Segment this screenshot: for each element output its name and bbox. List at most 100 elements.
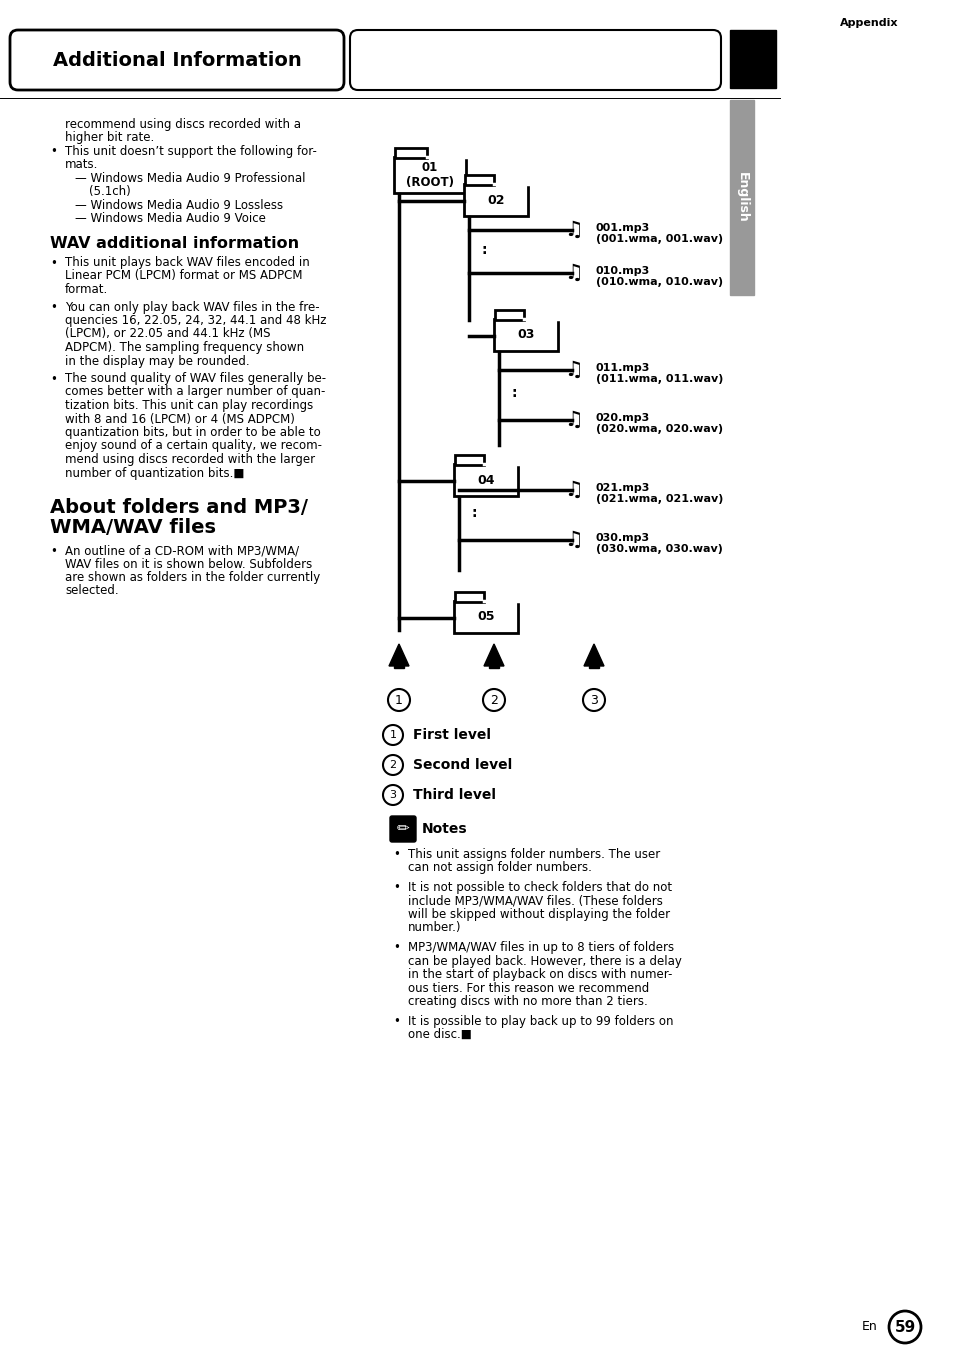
- Bar: [454, 602, 517, 633]
- Text: WAV files on it is shown below. Subfolders: WAV files on it is shown below. Subfolde…: [65, 557, 312, 571]
- Text: can be played back. However, there is a delay: can be played back. However, there is a …: [408, 955, 681, 968]
- Polygon shape: [583, 644, 603, 667]
- Text: •: •: [50, 145, 57, 158]
- Text: (030.wma, 030.wav): (030.wma, 030.wav): [596, 544, 722, 554]
- Text: Notes: Notes: [421, 822, 467, 836]
- Bar: [463, 184, 527, 216]
- Text: ♫: ♫: [564, 264, 583, 283]
- Text: 1: 1: [389, 730, 396, 740]
- Text: (010.wma, 010.wav): (010.wma, 010.wav): [596, 277, 722, 287]
- Text: :: :: [480, 242, 486, 257]
- Text: Additional Information: Additional Information: [52, 51, 301, 70]
- Text: This unit plays back WAV files encoded in: This unit plays back WAV files encoded i…: [65, 256, 310, 269]
- Text: enjoy sound of a certain quality, we recom-: enjoy sound of a certain quality, we rec…: [65, 439, 322, 453]
- Text: 04: 04: [476, 473, 495, 487]
- Text: :: :: [471, 506, 476, 521]
- Bar: [394, 157, 465, 193]
- Text: 1: 1: [395, 694, 402, 707]
- Text: WMA/WAV files: WMA/WAV files: [50, 518, 215, 537]
- Text: (001.wma, 001.wav): (001.wma, 001.wav): [596, 234, 722, 243]
- Text: 020.mp3: 020.mp3: [596, 412, 650, 423]
- Text: This unit doesn’t support the following for-: This unit doesn’t support the following …: [65, 145, 316, 158]
- FancyBboxPatch shape: [10, 30, 344, 91]
- Bar: [495, 310, 523, 320]
- Text: The sound quality of WAV files generally be-: The sound quality of WAV files generally…: [65, 372, 326, 385]
- Text: English: English: [735, 172, 748, 222]
- Text: creating discs with no more than 2 tiers.: creating discs with no more than 2 tiers…: [408, 995, 647, 1009]
- Text: (011.wma, 011.wav): (011.wma, 011.wav): [596, 375, 722, 384]
- Text: in the start of playback on discs with numer-: in the start of playback on discs with n…: [408, 968, 672, 982]
- Text: — Windows Media Audio 9 Professional: — Windows Media Audio 9 Professional: [75, 172, 305, 185]
- Text: 3: 3: [590, 694, 598, 707]
- Text: •: •: [393, 882, 399, 894]
- Bar: [454, 464, 517, 496]
- Polygon shape: [483, 644, 503, 667]
- Text: will be skipped without displaying the folder: will be skipped without displaying the f…: [408, 909, 669, 921]
- Text: higher bit rate.: higher bit rate.: [65, 131, 154, 145]
- Text: You can only play back WAV files in the fre-: You can only play back WAV files in the …: [65, 300, 319, 314]
- Text: mend using discs recorded with the larger: mend using discs recorded with the large…: [65, 453, 314, 466]
- Text: ✏: ✏: [396, 822, 409, 837]
- Text: ADPCM). The sampling frequency shown: ADPCM). The sampling frequency shown: [65, 341, 304, 354]
- Text: 05: 05: [476, 611, 495, 623]
- Text: format.: format.: [65, 283, 108, 296]
- Bar: [729, 100, 753, 295]
- Text: ♫: ♫: [564, 480, 583, 500]
- Text: 2: 2: [389, 760, 396, 771]
- Text: 011.mp3: 011.mp3: [596, 362, 650, 373]
- Text: 01
(ROOT): 01 (ROOT): [406, 161, 454, 189]
- Text: ♫: ♫: [564, 410, 583, 430]
- Text: comes better with a larger number of quan-: comes better with a larger number of qua…: [65, 385, 325, 399]
- Text: recommend using discs recorded with a: recommend using discs recorded with a: [65, 118, 301, 131]
- Text: (021.wma, 021.wav): (021.wma, 021.wav): [596, 493, 722, 504]
- Text: mats.: mats.: [65, 158, 98, 172]
- Text: 010.mp3: 010.mp3: [596, 266, 650, 276]
- Text: 001.mp3: 001.mp3: [596, 223, 650, 233]
- Text: 59: 59: [893, 1320, 915, 1334]
- Text: Second level: Second level: [413, 758, 512, 772]
- Text: :: :: [511, 387, 517, 400]
- Text: can not assign folder numbers.: can not assign folder numbers.: [408, 861, 591, 875]
- Text: (020.wma, 020.wav): (020.wma, 020.wav): [596, 425, 722, 434]
- Text: ous tiers. For this reason we recommend: ous tiers. For this reason we recommend: [408, 982, 649, 995]
- Text: — Windows Media Audio 9 Lossless: — Windows Media Audio 9 Lossless: [75, 199, 283, 212]
- Text: selected.: selected.: [65, 584, 118, 598]
- Polygon shape: [389, 644, 409, 667]
- Text: in the display may be rounded.: in the display may be rounded.: [65, 354, 250, 368]
- Text: ♫: ♫: [564, 360, 583, 380]
- Text: •: •: [393, 1014, 399, 1028]
- Text: •: •: [393, 941, 399, 955]
- Text: Appendix: Appendix: [840, 18, 898, 28]
- Text: tization bits. This unit can play recordings: tization bits. This unit can play record…: [65, 399, 313, 412]
- Bar: [729, 30, 775, 88]
- Text: ♫: ♫: [564, 220, 583, 241]
- Text: are shown as folders in the folder currently: are shown as folders in the folder curre…: [65, 571, 320, 584]
- Text: •: •: [393, 848, 399, 861]
- Text: one disc.■: one disc.■: [408, 1028, 472, 1041]
- Text: It is possible to play back up to 99 folders on: It is possible to play back up to 99 fol…: [408, 1014, 673, 1028]
- Bar: [464, 174, 494, 185]
- Bar: [455, 592, 483, 602]
- Text: WAV additional information: WAV additional information: [50, 237, 299, 251]
- Text: ♫: ♫: [564, 530, 583, 550]
- Bar: [588, 667, 598, 668]
- Text: 02: 02: [487, 193, 504, 207]
- Text: quantization bits, but in order to be able to: quantization bits, but in order to be ab…: [65, 426, 320, 439]
- Text: Linear PCM (LPCM) format or MS ADPCM: Linear PCM (LPCM) format or MS ADPCM: [65, 269, 302, 283]
- FancyBboxPatch shape: [390, 817, 416, 842]
- Text: (5.1ch): (5.1ch): [89, 185, 131, 199]
- Text: quencies 16, 22.05, 24, 32, 44.1 and 48 kHz: quencies 16, 22.05, 24, 32, 44.1 and 48 …: [65, 314, 326, 327]
- Text: This unit assigns folder numbers. The user: This unit assigns folder numbers. The us…: [408, 848, 659, 861]
- Text: 030.mp3: 030.mp3: [596, 533, 649, 544]
- Text: •: •: [50, 257, 57, 270]
- Text: 021.mp3: 021.mp3: [596, 483, 650, 493]
- Text: Third level: Third level: [413, 788, 496, 802]
- Bar: [395, 147, 427, 158]
- Text: — Windows Media Audio 9 Voice: — Windows Media Audio 9 Voice: [75, 212, 266, 226]
- Text: An outline of a CD-ROM with MP3/WMA/: An outline of a CD-ROM with MP3/WMA/: [65, 544, 299, 557]
- Bar: [455, 456, 483, 465]
- Bar: [394, 667, 403, 668]
- Text: •: •: [50, 373, 57, 387]
- Text: 3: 3: [389, 790, 396, 800]
- Text: include MP3/WMA/WAV files. (These folders: include MP3/WMA/WAV files. (These folder…: [408, 895, 662, 907]
